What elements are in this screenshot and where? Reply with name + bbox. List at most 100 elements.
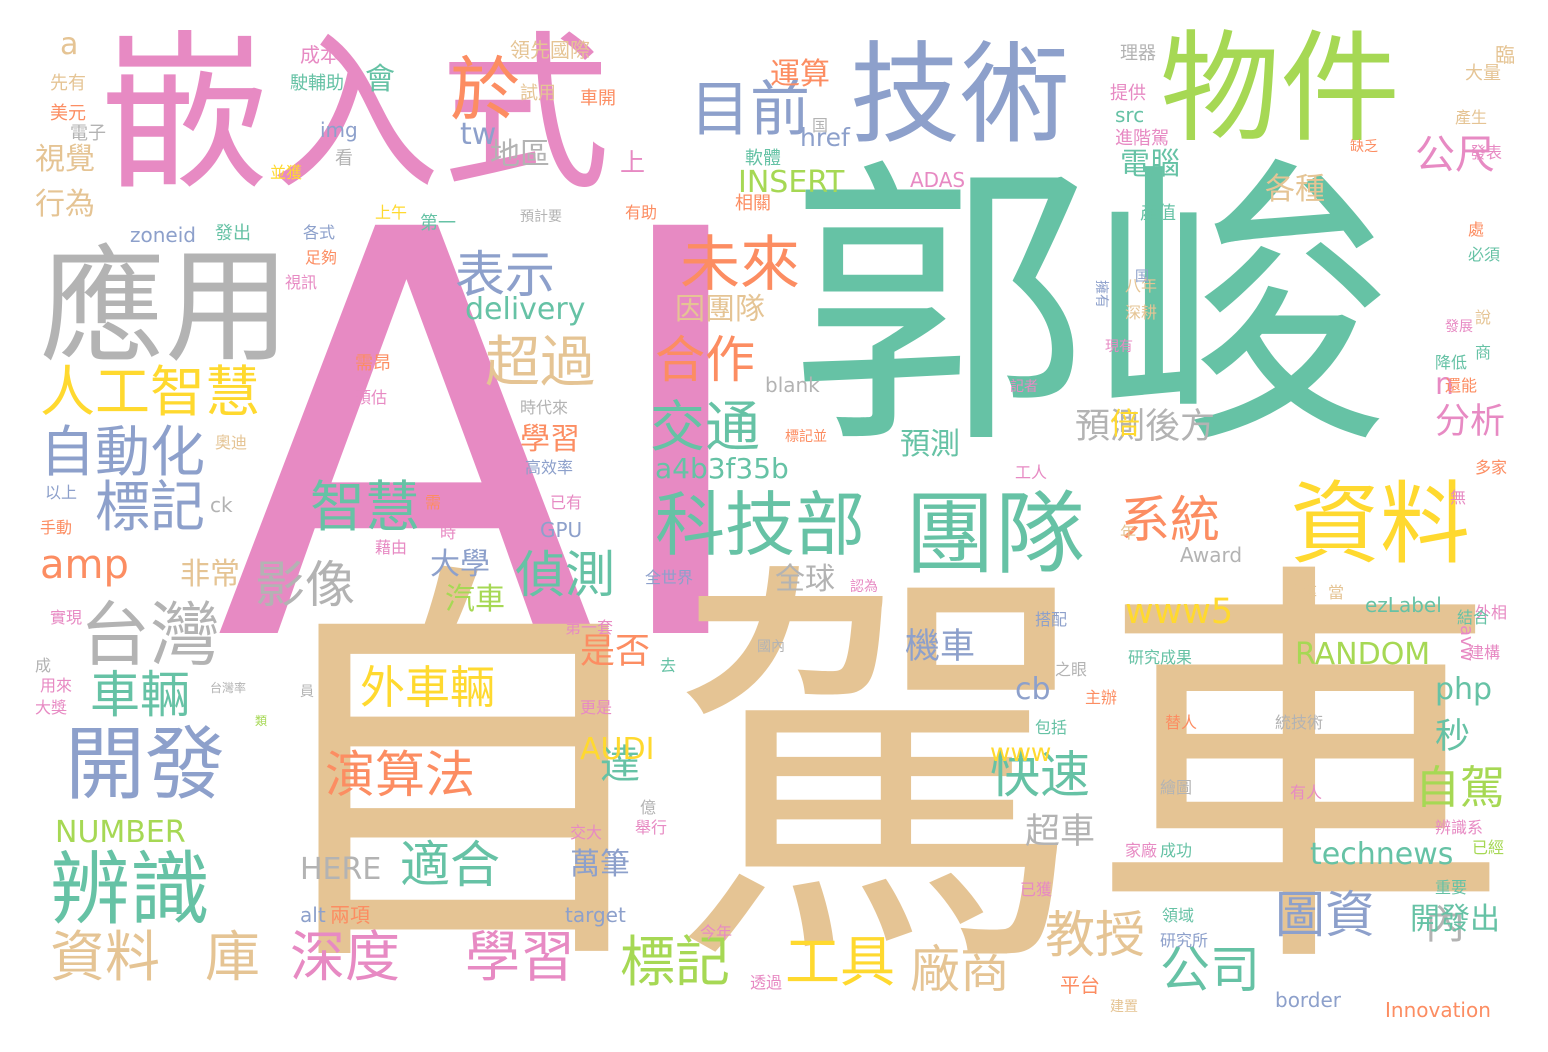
- cloud-word: 智慧: [310, 475, 421, 539]
- cloud-word: 国: [812, 116, 829, 135]
- cloud-word: 今年: [700, 923, 733, 942]
- cloud-word: 之眼: [1055, 660, 1088, 679]
- cloud-word: 已獲: [1020, 880, 1053, 899]
- cloud-word: 當: [1328, 583, 1345, 602]
- cloud-word: 全世界: [645, 568, 694, 587]
- cloud-word: 領先國際: [510, 38, 590, 62]
- cloud-word: 成功: [1160, 841, 1193, 860]
- cloud-word: 研究成果: [1128, 648, 1193, 667]
- cloud-word: 交大: [570, 823, 603, 842]
- cloud-word: 高效率: [525, 458, 574, 477]
- cloud-word: 八年: [1125, 276, 1158, 295]
- cloud-word: 標記並: [785, 429, 827, 445]
- cloud-word: 發出: [215, 223, 251, 244]
- cloud-word: 合作: [655, 331, 755, 389]
- cloud-word: 認為: [850, 579, 878, 595]
- cloud-word: 發表: [1470, 143, 1503, 162]
- cloud-word: 汽車: [445, 582, 505, 617]
- cloud-word: 於: [450, 49, 520, 131]
- cloud-word: 公司: [1160, 941, 1260, 999]
- cloud-word: border: [1275, 988, 1342, 1012]
- cloud-word: 地區: [490, 137, 550, 172]
- cloud-word: 學習: [465, 925, 576, 989]
- cloud-word: 系統: [1120, 491, 1220, 549]
- cloud-word: 影像: [255, 556, 355, 614]
- cloud-word: 圖資: [1275, 886, 1375, 944]
- cloud-word: 人工智慧: [40, 360, 261, 424]
- cloud-word: 各式: [303, 223, 336, 242]
- cloud-word: 分析: [1435, 402, 1506, 442]
- cloud-word: 因團隊: [675, 292, 765, 327]
- cloud-word: 開發出: [1410, 902, 1500, 937]
- cloud-word: 無: [1450, 488, 1467, 507]
- cloud-word: 成本: [300, 43, 340, 67]
- cloud-word: php: [1435, 672, 1493, 707]
- cloud-word: 上: [620, 148, 646, 177]
- cloud-word: 外相: [1475, 603, 1508, 622]
- cloud-word: 去: [660, 656, 677, 675]
- cloud-word: 上午: [375, 203, 408, 222]
- cloud-word: 非常: [180, 557, 240, 592]
- cloud-word: AUDI: [580, 732, 655, 767]
- cloud-word: 萬筆: [570, 847, 630, 882]
- cloud-word: 奧迪: [215, 433, 248, 452]
- cloud-word: 運算: [770, 57, 830, 92]
- cloud-word: n: [1435, 367, 1455, 402]
- cloud-word: 視覺: [35, 142, 95, 177]
- cloud-word: 團隊: [905, 482, 1085, 587]
- cloud-word: HERE: [300, 852, 382, 887]
- cloud-word: 需昂: [355, 353, 391, 374]
- cloud-word: 預計要: [520, 209, 562, 225]
- cloud-word: 領域: [1162, 906, 1195, 925]
- cloud-word: 足夠: [305, 248, 338, 267]
- cloud-word: 全球: [775, 562, 835, 597]
- cloud-word: 駛輔助: [290, 73, 344, 94]
- cloud-word: NUMBER: [55, 815, 186, 850]
- cloud-word: 有助: [625, 203, 658, 222]
- cloud-word: 科技部: [655, 484, 865, 566]
- cloud-word: zoneid: [130, 223, 196, 247]
- cloud-word: 實現: [50, 608, 83, 627]
- cloud-word: 辨識: [50, 843, 210, 936]
- cloud-word: 未來: [680, 230, 800, 300]
- cloud-word: 包括: [1035, 718, 1068, 737]
- cloud-word: 廠商: [910, 941, 1010, 999]
- cloud-word: 倍: [1110, 407, 1140, 442]
- cloud-word: 說: [1475, 308, 1492, 327]
- cloud-word: 需: [425, 493, 442, 512]
- cloud-word: 看: [335, 148, 353, 169]
- cloud-word: 公尺: [1415, 132, 1495, 178]
- cloud-word: 車開: [580, 88, 616, 109]
- cloud-word: 平台: [1060, 973, 1100, 997]
- cloud-word: 開發: [65, 718, 225, 811]
- cloud-word: 大量: [1465, 63, 1501, 84]
- cloud-word: 標記: [620, 930, 731, 994]
- cloud-word: 超車: [1025, 812, 1096, 852]
- cloud-word: 臨: [1495, 43, 1515, 67]
- cloud-word: 處: [1468, 220, 1485, 239]
- cloud-word: 產值: [1140, 203, 1176, 224]
- cloud-word: 達: [600, 742, 640, 788]
- cloud-word: alt: [300, 903, 326, 927]
- cloud-word: 偵測: [515, 546, 615, 604]
- cloud-word: 內: [1425, 902, 1465, 948]
- cloud-word: 庫: [205, 925, 261, 989]
- cloud-word: 已經: [1472, 838, 1505, 857]
- cloud-word: 辨識系: [1435, 818, 1484, 837]
- cloud-word: target: [565, 903, 626, 927]
- cloud-word: 大獎: [35, 698, 68, 717]
- cloud-word: 交通: [650, 395, 761, 459]
- cloud-word: 秒: [1435, 717, 1471, 757]
- cloud-word: 技術: [850, 31, 1070, 159]
- cloud-word: 替人: [1165, 713, 1198, 732]
- cloud-word: 記者: [1010, 379, 1038, 395]
- cloud-word: www5: [1125, 592, 1234, 632]
- cloud-word: 時: [440, 523, 457, 542]
- cloud-word: 統技術: [1275, 713, 1324, 732]
- cloud-word: 億: [640, 798, 657, 817]
- cloud-word: 主辦: [1085, 688, 1118, 707]
- cloud-word: 年: [1120, 523, 1137, 542]
- cloud-word: 自駕車: [250, 530, 1510, 1019]
- cloud-word: 第一套: [565, 618, 614, 637]
- cloud-word: href: [800, 123, 850, 152]
